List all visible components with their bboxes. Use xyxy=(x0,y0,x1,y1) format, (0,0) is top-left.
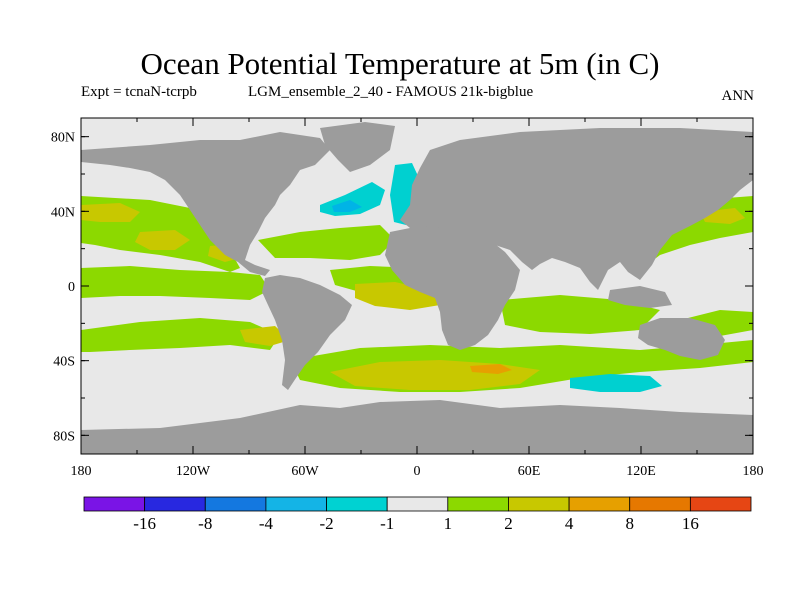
tropical-pacific-warm-band xyxy=(81,266,270,300)
experiment-label: Expt = tcnaN-tcrpb xyxy=(81,84,197,100)
south-america xyxy=(262,275,352,390)
land-masses xyxy=(81,122,753,454)
south-indian-warmest-patch xyxy=(470,364,512,374)
colorbar-swatch xyxy=(204,496,267,512)
period-label: ANN xyxy=(721,88,755,104)
colorbar-label: 2 xyxy=(504,514,513,533)
lon-tick-label: 120E xyxy=(626,464,656,479)
map-panel xyxy=(81,118,753,454)
colorbar-label: -4 xyxy=(259,514,274,533)
lon-tick-label: 0 xyxy=(414,464,421,479)
lat-tick-label: 40N xyxy=(51,205,75,220)
colorbar-swatch xyxy=(508,496,570,512)
north-atlantic-warm-band xyxy=(258,225,395,260)
cool-anomaly-minus4-minus2 xyxy=(332,200,362,212)
colorbar-swatch xyxy=(265,496,327,512)
south-pacific-warm-band xyxy=(81,318,280,352)
colorbar-swatch xyxy=(83,496,146,512)
colorbar-swatch xyxy=(447,496,509,512)
southeast-asia-islands xyxy=(608,286,672,308)
lat-tick-label: 40S xyxy=(53,355,75,370)
lat-tick-label: 0 xyxy=(68,280,75,295)
lon-tick-label: 60E xyxy=(518,464,541,479)
australia xyxy=(638,318,725,360)
colorbar-swatch xyxy=(689,496,752,512)
colorbar-swatch xyxy=(568,496,631,512)
north-america xyxy=(81,132,330,276)
colorbar-label: -16 xyxy=(133,514,156,533)
greenland xyxy=(320,122,395,172)
indian-ocean-warm-band xyxy=(500,295,660,334)
colorbar-label: -8 xyxy=(198,514,212,533)
lon-tick-label: 120W xyxy=(176,464,211,479)
colorbar xyxy=(83,496,752,512)
colorbar-label: -1 xyxy=(380,514,394,533)
map-title: Ocean Potential Temperature at 5m (in C) xyxy=(140,46,660,81)
axis-ticks xyxy=(80,118,754,454)
lat-tick-label: 80S xyxy=(53,429,75,444)
colorbar-label: 8 xyxy=(625,514,634,533)
lat-tick-label: 80N xyxy=(51,131,75,146)
southern-pacific-warmer-patch xyxy=(240,326,290,346)
antarctica xyxy=(81,400,753,454)
colorbar-swatch xyxy=(629,496,691,512)
colorbar-swatch xyxy=(326,496,388,512)
colorbar-label: 16 xyxy=(682,514,699,533)
run-label: LGM_ensemble_2_40 - FAMOUS 21k-bigblue xyxy=(248,84,534,100)
lon-tick-label: 180 xyxy=(71,464,92,479)
axis-labels: 80N 40N 0 40S 80S 180 120W 60W 0 60E 120E 180 xyxy=(51,131,764,479)
eurasia xyxy=(400,128,753,290)
central-pacific-warmer-patch xyxy=(135,230,190,250)
lon-tick-label: 180 xyxy=(743,464,764,479)
north-atlantic-colder-core xyxy=(332,200,362,212)
colorbar-swatch xyxy=(144,496,206,512)
colorbar-label: -2 xyxy=(319,514,333,533)
colorbar-swatch xyxy=(386,496,449,512)
colorbar-labels: -16 -8 -4 -2 -1 1 2 4 8 16 xyxy=(133,514,699,533)
lon-tick-label: 60W xyxy=(291,464,319,479)
southern-ocean-cool-patch xyxy=(570,374,662,392)
warm-anomaly-4-8 xyxy=(470,364,512,374)
colorbar-label: 1 xyxy=(444,514,453,533)
north-pacific-warmer-patch xyxy=(81,203,140,222)
colorbar-label: 4 xyxy=(565,514,574,533)
africa xyxy=(385,226,520,350)
norwegian-sea-cool-patch xyxy=(390,163,418,225)
